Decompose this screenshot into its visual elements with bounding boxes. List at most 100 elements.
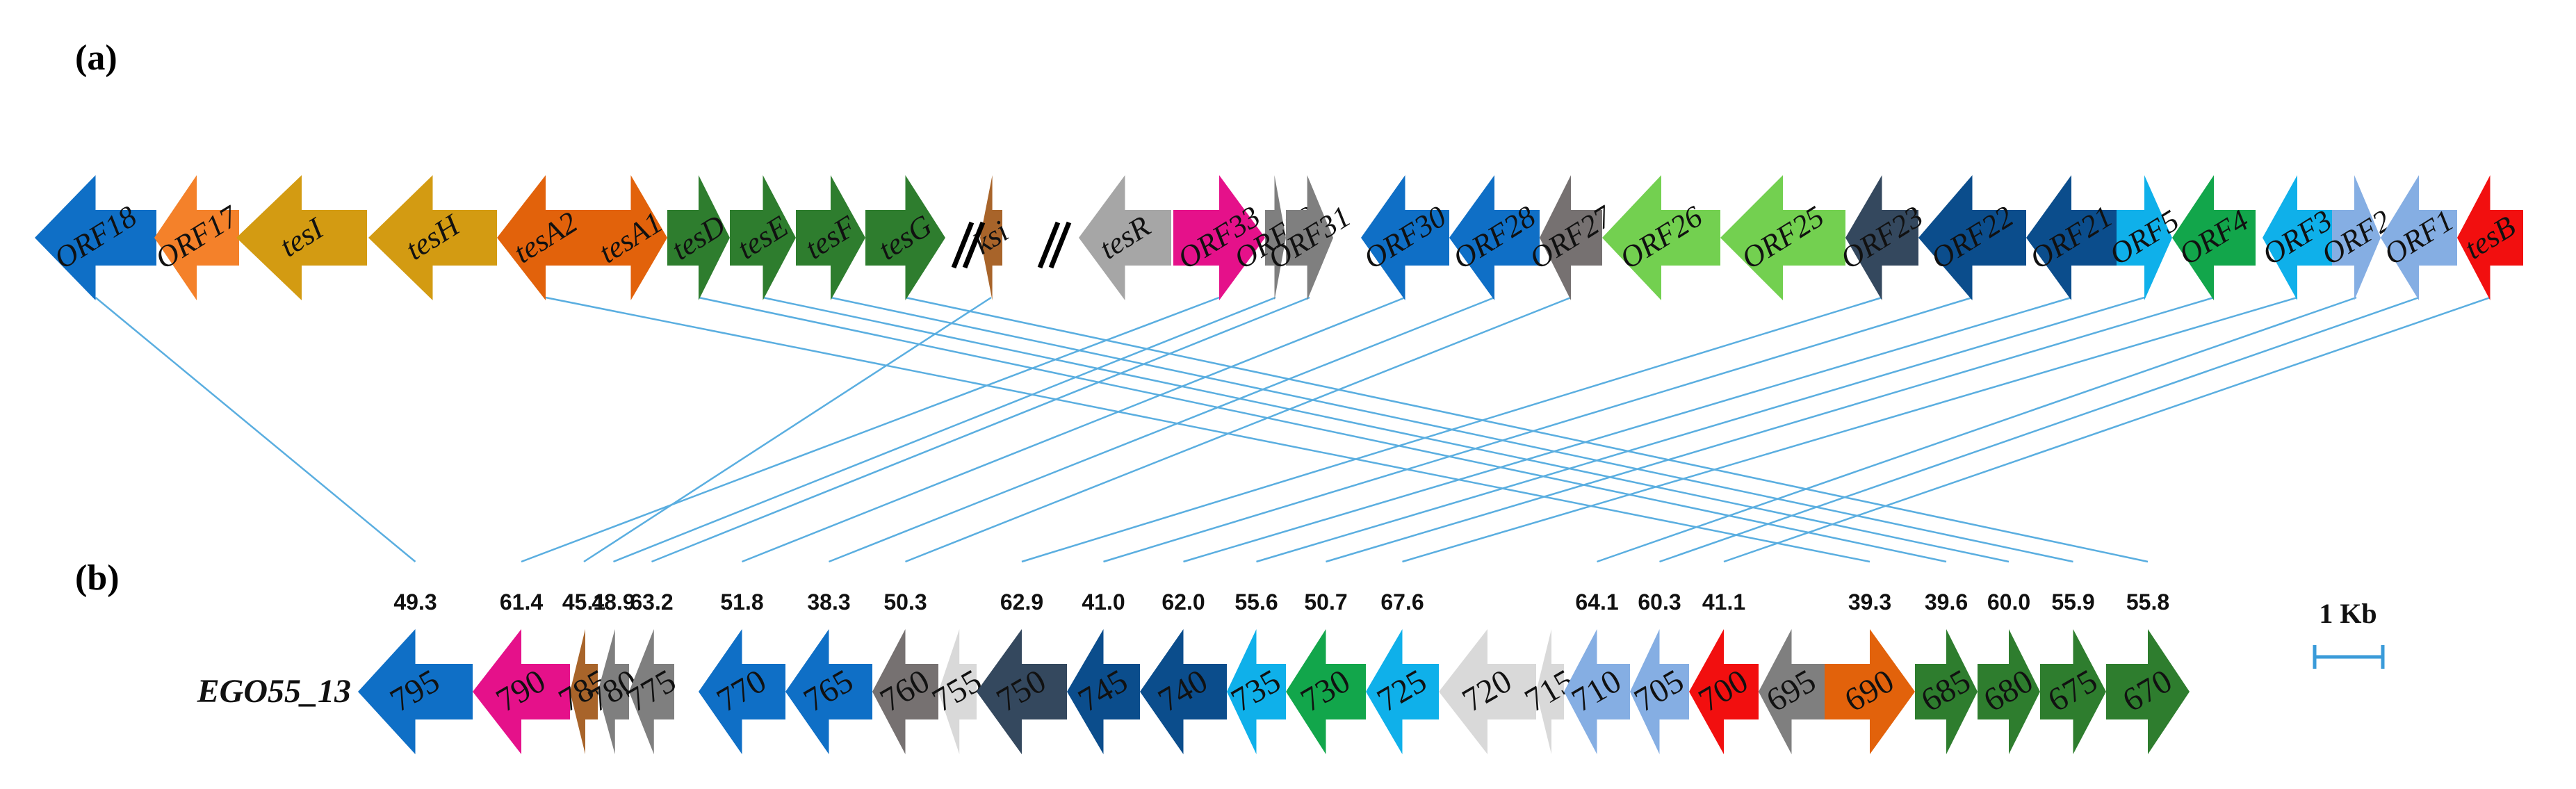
a-gene-tesG xyxy=(865,175,945,300)
b-gene-740 xyxy=(1140,629,1227,754)
identity-value: 60.0 xyxy=(1987,589,2030,615)
a-gene-ORF28 xyxy=(1449,175,1540,300)
a-gene-ORF26 xyxy=(1602,175,1720,300)
a-gene-ORF21 xyxy=(2026,175,2117,300)
b-gene-695 xyxy=(1759,629,1825,754)
b-gene-730 xyxy=(1286,629,1366,754)
a-gene-tesA2 xyxy=(497,175,594,300)
homology-links xyxy=(95,296,2491,563)
b-gene-755 xyxy=(938,629,977,754)
identity-value: 41.0 xyxy=(1082,589,1125,615)
b-gene-795 xyxy=(358,629,473,754)
b-gene-700 xyxy=(1689,629,1759,754)
a-gene-tesI xyxy=(236,175,367,300)
cluster-b-name: EGO55_13 xyxy=(197,673,351,710)
b-gene-780 xyxy=(598,629,629,754)
identity-value: 63.2 xyxy=(630,589,673,615)
homology-link xyxy=(583,296,992,563)
b-gene-745 xyxy=(1067,629,1140,754)
identity-value: 38.3 xyxy=(807,589,850,615)
b-gene-720 xyxy=(1439,629,1536,754)
a-gene-ORF17 xyxy=(154,175,239,300)
a-gene-ORF23 xyxy=(1845,175,1918,300)
a-gene-tesB xyxy=(2457,175,2523,300)
b-gene-705 xyxy=(1630,629,1689,754)
homology-link xyxy=(1183,296,2072,563)
homology-link xyxy=(829,296,1495,563)
b-gene-675 xyxy=(2040,629,2106,754)
identity-value: 41.1 xyxy=(1702,589,1745,615)
identity-value: 50.7 xyxy=(1304,589,1347,615)
a-gene-tesD xyxy=(667,175,730,300)
a-gene-ORF1 xyxy=(2381,175,2457,300)
homology-link xyxy=(830,296,2073,563)
homology-link xyxy=(1256,296,2145,563)
scale-bar: 1 Kb xyxy=(2313,598,2385,669)
identity-value: 55.9 xyxy=(2051,589,2094,615)
homology-link xyxy=(1402,296,2298,563)
a-gene-tesE xyxy=(730,175,796,300)
identity-value: 39.3 xyxy=(1848,589,1891,615)
homology-link xyxy=(1597,296,2357,563)
scale-label: 1 Kb xyxy=(2319,598,2377,629)
identity-value: 60.3 xyxy=(1638,589,1681,615)
a-gene-ORF5 xyxy=(2117,175,2172,300)
homology-link xyxy=(1723,296,2491,563)
identity-value: 64.1 xyxy=(1575,589,1618,615)
a-gene-tesF xyxy=(796,175,865,300)
homology-link xyxy=(545,296,1870,563)
break-mark xyxy=(951,221,975,269)
identity-value: 39.6 xyxy=(1925,589,1968,615)
identity-value: 62.0 xyxy=(1161,589,1205,615)
homology-link xyxy=(1659,296,2420,563)
a-gene-ORF3 xyxy=(2263,175,2332,300)
a-gene-ksi xyxy=(980,175,1002,300)
break-mark xyxy=(1048,221,1072,269)
homology-link xyxy=(95,297,416,562)
a-gene-ORF18 xyxy=(35,175,156,300)
b-gene-770 xyxy=(699,629,785,754)
homology-link xyxy=(1103,296,1973,563)
b-gene-790 xyxy=(473,629,570,754)
panel-b-label: (b) xyxy=(75,558,120,598)
a-gene-ORF22 xyxy=(1918,175,2026,300)
cluster-b-genes: 79549.379061.478545.178048.977563.277051… xyxy=(358,589,2190,754)
homology-link xyxy=(521,296,1220,563)
b-gene-670 xyxy=(2106,629,2190,754)
a-gene-ORF25 xyxy=(1720,175,1845,300)
a-gene-tesA1 xyxy=(594,175,667,300)
b-gene-685 xyxy=(1915,629,1978,754)
homology-link xyxy=(905,296,1572,563)
contig-breaks xyxy=(951,221,1072,269)
identity-value: 48.9 xyxy=(592,589,635,615)
a-gene-ORF32 xyxy=(1265,175,1286,300)
identity-value: 61.4 xyxy=(500,589,543,615)
b-gene-735 xyxy=(1227,629,1286,754)
homology-link xyxy=(698,296,1947,563)
a-gene-tesR xyxy=(1079,175,1171,300)
panel-a-label: (a) xyxy=(75,38,117,78)
break-mark xyxy=(962,221,986,269)
homology-link xyxy=(763,296,2010,563)
b-gene-775 xyxy=(629,629,674,754)
b-gene-725 xyxy=(1366,629,1439,754)
b-gene-710 xyxy=(1564,629,1630,754)
a-gene-ORF2 xyxy=(2332,175,2381,300)
a-gene-ORF33 xyxy=(1173,175,1265,300)
b-gene-765 xyxy=(785,629,872,754)
homology-link xyxy=(742,296,1405,563)
a-gene-ORF27 xyxy=(1540,175,1602,300)
a-gene-ORF4 xyxy=(2172,175,2256,300)
b-gene-785 xyxy=(570,629,598,754)
break-mark xyxy=(1037,221,1061,269)
b-gene-690 xyxy=(1825,629,1915,754)
b-gene-680 xyxy=(1978,629,2040,754)
identity-value: 51.8 xyxy=(720,589,763,615)
homology-link xyxy=(651,296,1310,563)
homology-link xyxy=(1326,296,2215,563)
a-gene-tesH xyxy=(368,175,497,300)
identity-value: 45.1 xyxy=(562,589,605,615)
identity-value: 55.6 xyxy=(1234,589,1278,615)
identity-value: 49.3 xyxy=(393,589,437,615)
